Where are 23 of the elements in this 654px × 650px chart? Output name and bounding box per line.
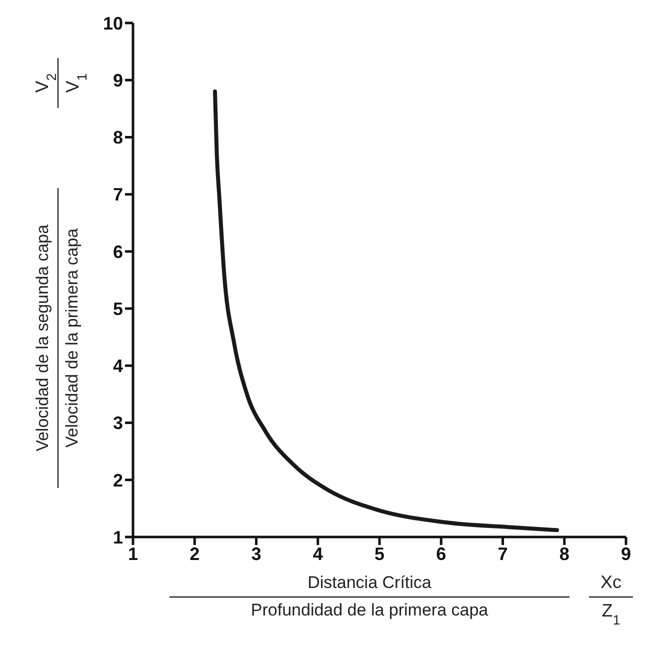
- x-tick-label: 4: [312, 544, 323, 564]
- y-tick-label: 4: [112, 356, 123, 376]
- x-axis-title: Distancia Crítica Profundidad de la primera capa: [250, 573, 489, 620]
- y-tick-label: 8: [112, 128, 123, 148]
- text: Xc Z$_{1}$: [600, 572, 622, 627]
- y-tick-label: 6: [112, 242, 123, 262]
- y-tick-label: 7: [112, 184, 123, 205]
- x-tick-label: 3: [251, 544, 262, 564]
- y-tick-label: 5: [112, 298, 123, 319]
- y-tick-label: 10: [102, 13, 123, 34]
- line-series: [212, 90, 559, 532]
- x-tick-label: 7: [498, 544, 508, 564]
- x-tick-label: 5: [374, 544, 385, 564]
- x-tick-label: 2: [190, 544, 200, 564]
- x-tick-label: 8: [559, 544, 570, 564]
- y-tick-label: 2: [112, 470, 123, 490]
- y-tick-label: 3: [112, 413, 123, 434]
- x-tick-label: 9: [620, 544, 632, 564]
- y-tick-label: 1: [112, 527, 123, 548]
- y-tick-label: 9: [112, 70, 123, 90]
- x-tick-label: 1: [128, 544, 138, 564]
- y-axis-title: Velocidad de la segunda capa Velocidad de la primera capa: [33, 224, 82, 452]
- x-tick-label: 6: [436, 544, 446, 564]
